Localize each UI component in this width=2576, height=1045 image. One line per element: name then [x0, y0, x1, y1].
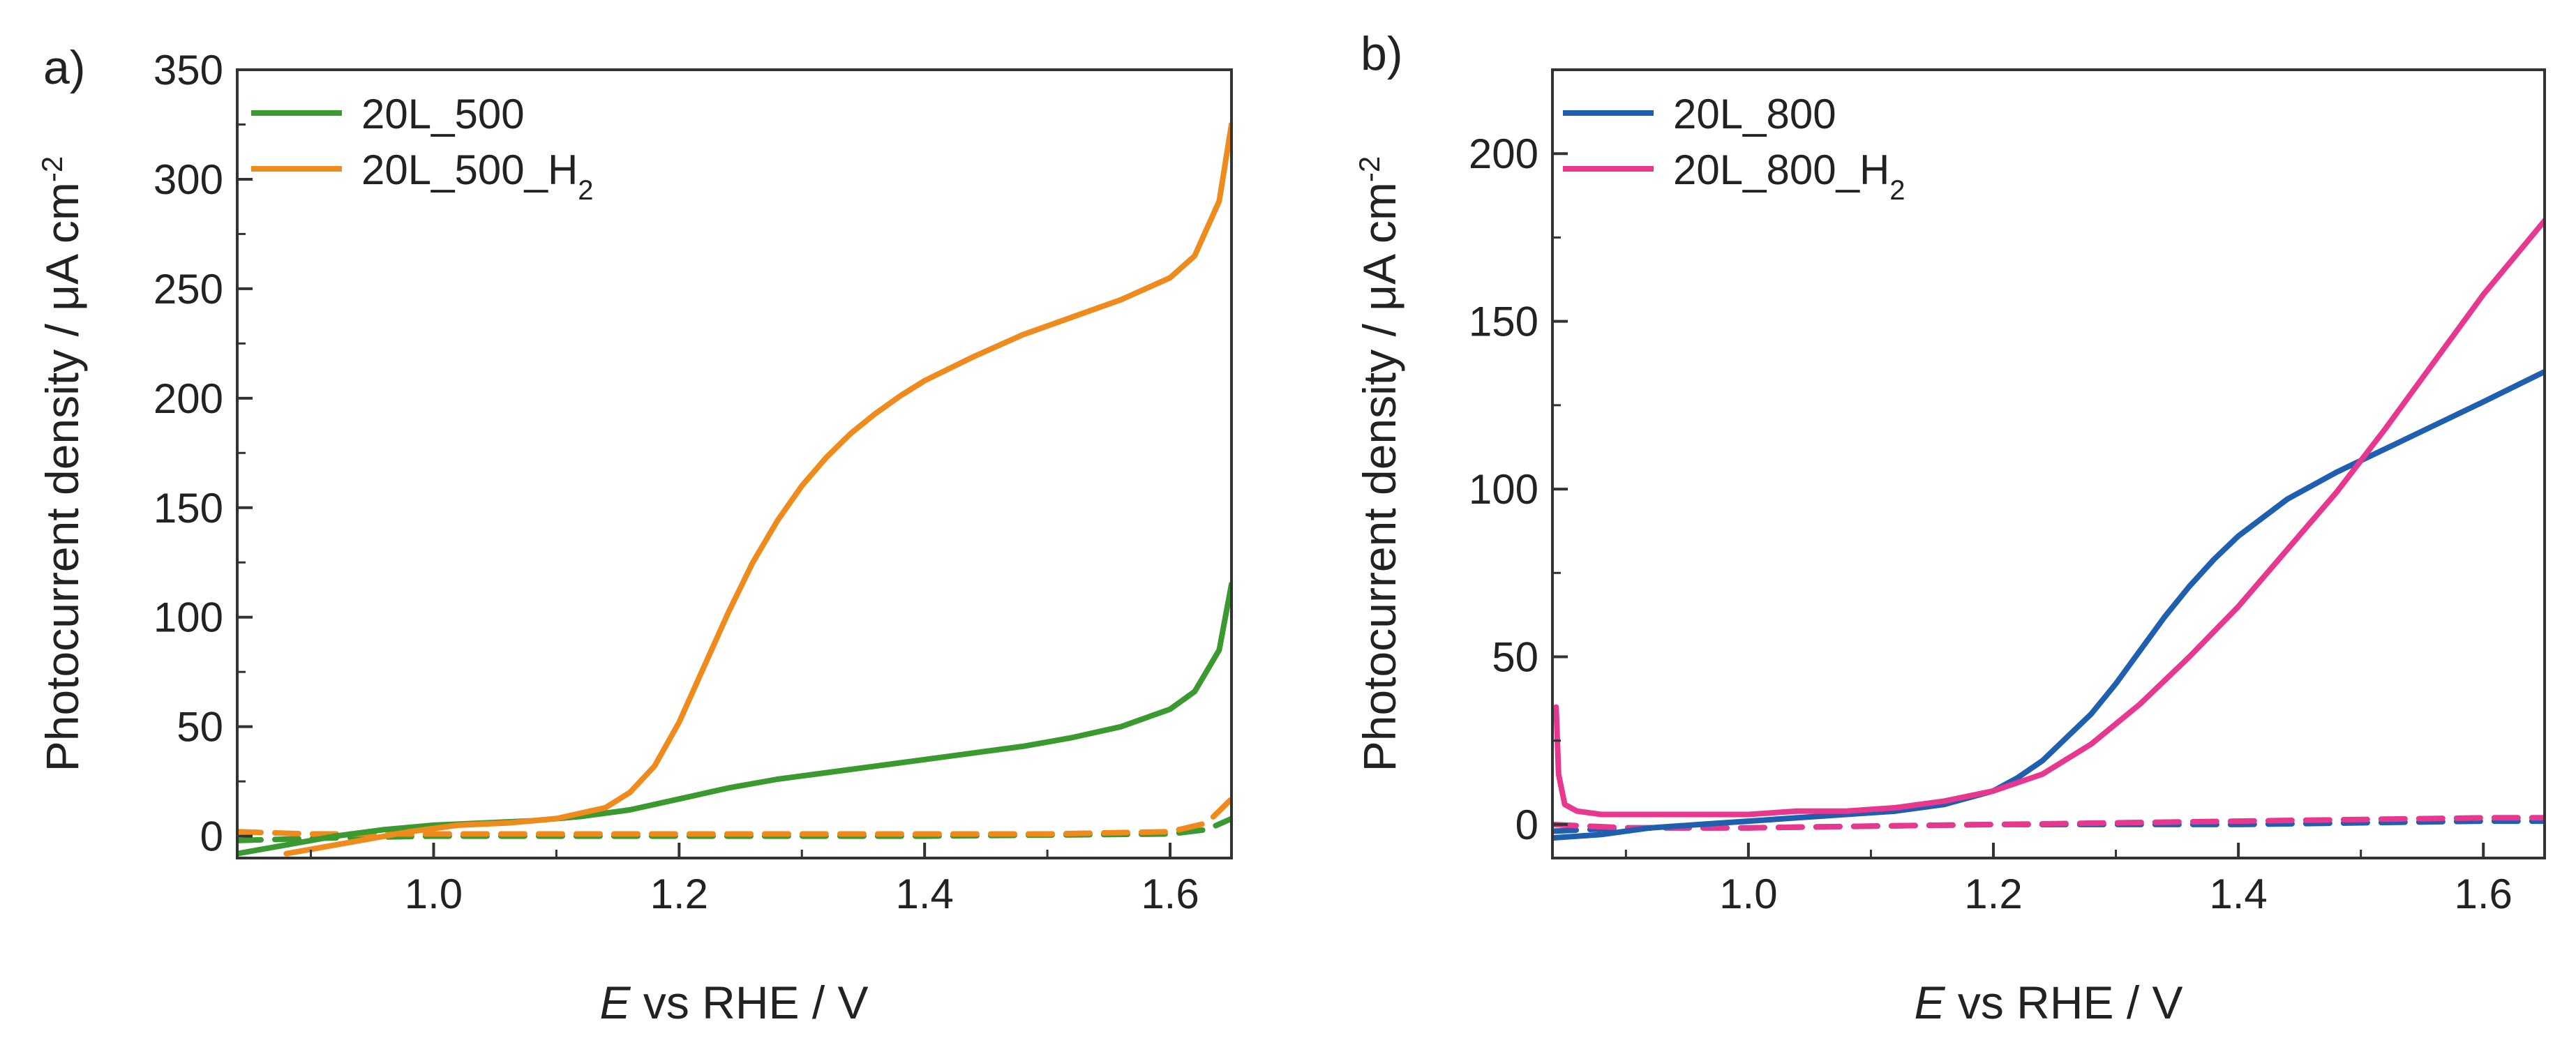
panel-b-label: b): [1361, 27, 1402, 80]
series-line-20L_800: [1552, 368, 2545, 841]
legend-label-20L_800: 20L_800: [1673, 91, 1836, 137]
plot-a-x-ticks: 1.0 1.2 1.4 1.6: [310, 843, 1199, 917]
y-tick-label: 100: [153, 594, 223, 641]
x-tick-label: 1.2: [650, 871, 708, 917]
plot-b-legend: 20L_800 20L_800_H2: [1563, 91, 1905, 206]
panel-b: b) 1.0 1.2 1.4 1.6 0 50 100 150 200 E vs RHE / …: [1353, 27, 2546, 1028]
y-tick-label: 100: [1469, 466, 1538, 513]
x-tick-label: 1.4: [2209, 871, 2267, 917]
series-line-20L_500: [237, 581, 1231, 857]
x-tick-label: 1.2: [1964, 871, 2022, 917]
y-tick-label: 200: [153, 375, 223, 422]
y-tick-label: 200: [1469, 130, 1538, 177]
panel-a: a) 1.0 1.2 1.4 1.6 0 50 100 150 200 250 300 350 E …: [36, 41, 1233, 1028]
legend-label-20L_500_H2: 20L_500_H2: [361, 146, 594, 206]
series-line-20L_500_H2: [283, 121, 1231, 857]
plot-b-x-axis-label: E vs RHE / V: [1914, 977, 2182, 1028]
y-tick-label: 50: [1492, 633, 1538, 680]
y-tick-label: 350: [153, 47, 223, 93]
series-line-20L_800_H2-dark-: [1552, 815, 2545, 831]
y-tick-label: 150: [153, 485, 223, 532]
legend-label-20L_800_H2: 20L_800_H2: [1673, 146, 1905, 206]
x-tick-label: 1.6: [1141, 871, 1199, 917]
plot-a-x-axis-label: E vs RHE / V: [599, 977, 868, 1028]
plot-b-area: [1552, 218, 2545, 841]
y-tick-label: 50: [177, 704, 223, 751]
plot-b-y-ticks: 0 50 100 150 200: [1469, 130, 1568, 848]
legend-label-20L_500: 20L_500: [361, 91, 525, 137]
plot-a-frame: [236, 68, 1233, 859]
x-tick-label: 1.0: [1719, 871, 1777, 917]
plot-a-area: [237, 121, 1231, 857]
x-tick-label: 1.0: [405, 871, 463, 917]
y-tick-label: 0: [200, 813, 223, 860]
plot-a-y-axis-label: Photocurrent density / μA cm-2: [36, 156, 89, 772]
plot-b-y-axis-label: Photocurrent density / μA cm-2: [1353, 156, 1406, 772]
y-tick-label: 0: [1515, 802, 1538, 848]
x-tick-label: 1.6: [2455, 871, 2513, 917]
plot-a-y-ticks: 0 50 100 150 200 250 300 350: [153, 47, 253, 860]
y-tick-label: 300: [153, 156, 223, 203]
panel-a-label: a): [43, 41, 85, 94]
plot-b-frame: [1551, 68, 2546, 859]
x-tick-label: 1.4: [895, 871, 953, 917]
y-tick-label: 150: [1469, 299, 1538, 345]
series-line-20L_800_H2: [1553, 218, 2545, 818]
plot-a-legend: 20L_500 20L_500_H2: [251, 91, 594, 206]
plot-b-x-ticks: 1.0 1.2 1.4 1.6: [1624, 843, 2513, 917]
y-tick-label: 250: [153, 266, 223, 313]
